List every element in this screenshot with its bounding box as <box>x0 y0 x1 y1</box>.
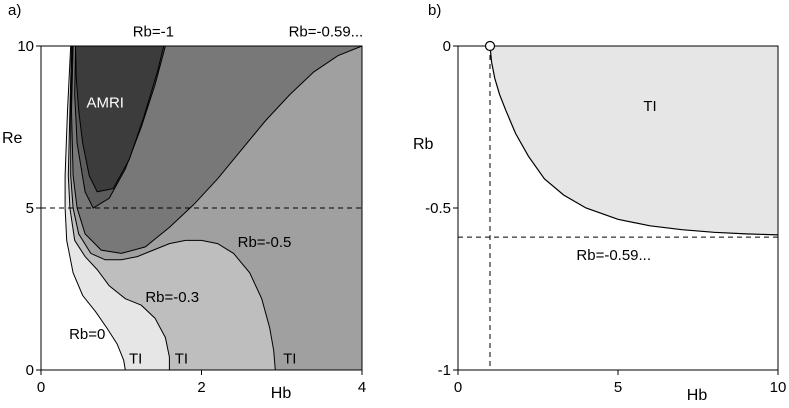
panel-b-region-ti <box>490 46 778 235</box>
panel-b-annotation-rb-0-59: Rb=-0.59... <box>576 247 651 264</box>
panel-b-label: b) <box>428 2 441 19</box>
panel-a-y-tick-label: 10 <box>17 38 34 55</box>
panel-b-y-tick-label: 0 <box>443 38 451 55</box>
panel-b-x-tick-label: 0 <box>454 379 462 396</box>
panel-a-annotation-amri: AMRI <box>86 95 124 112</box>
panel-a-annotation-ti: TI <box>175 351 188 368</box>
panel-a-annotation-ti: TI <box>283 351 296 368</box>
panel-a-x-tick-label: 4 <box>358 379 366 396</box>
panel-a-annotation-rb-0-5: Rb=-0.5 <box>238 234 292 251</box>
panel-a-annotation-rb-0-3: Rb=-0.3 <box>145 289 199 306</box>
panel-b-x-tick-label: 10 <box>770 379 787 396</box>
panel-a-annotation-ti: TI <box>129 351 142 368</box>
panel-b-x-tick-label: 5 <box>614 379 622 396</box>
panel-a-y-tick-label: 0 <box>26 362 34 379</box>
panel-a-y-axis-label: Re <box>2 130 23 147</box>
panel-b-y-axis-label: Rb <box>413 136 434 153</box>
panel-a-x-tick-label: 0 <box>37 379 45 396</box>
panel-a-x-tick-label: 2 <box>197 379 205 396</box>
panel-a-y-tick-label: 5 <box>26 200 34 217</box>
panel-a-x-axis-label: Hb <box>271 385 292 402</box>
panel-b-x-axis-label: Hb <box>687 387 708 403</box>
panel-a-annotation-rb-0-59: Rb=-0.59... <box>289 23 364 40</box>
panel-a-label: a) <box>8 2 21 19</box>
panel-b-boundary-curve <box>489 45 779 236</box>
panel-b-marker <box>484 40 496 52</box>
panel-a-region-amri <box>74 45 165 193</box>
panel-b-y-tick-label: -0.5 <box>425 200 451 217</box>
panel-a-annotation-rb-0: Rb=0 <box>69 326 105 343</box>
panel-a-annotation-rb-1: Rb=-1 <box>133 23 174 40</box>
panel-b-annotation-ti: TI <box>643 98 656 115</box>
panel-b-y-tick-label: -1 <box>438 362 451 379</box>
